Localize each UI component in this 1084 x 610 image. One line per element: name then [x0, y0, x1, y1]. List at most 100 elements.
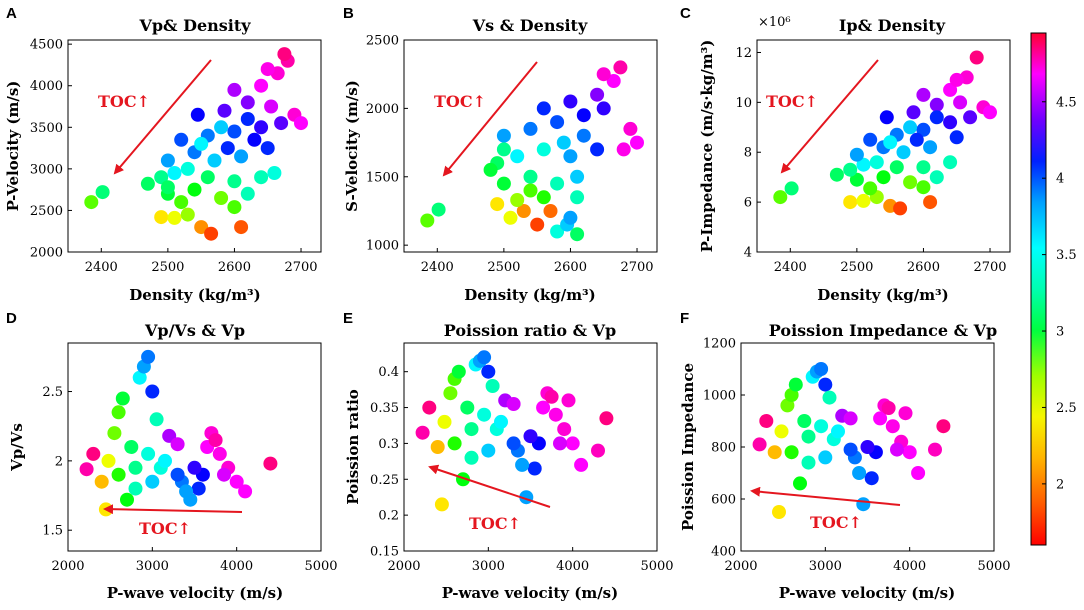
x-tick-label: 2500 — [487, 260, 520, 275]
scatter-point — [856, 497, 871, 512]
scatter-point — [214, 191, 229, 205]
scatter-point — [599, 411, 614, 426]
scatter-point — [889, 160, 904, 175]
panel-f-toc-label: TOC↑ — [810, 513, 862, 532]
panel-f-ylabel: Poission Impedance — [679, 363, 697, 531]
y-tick-label: 6 — [744, 196, 752, 211]
scatter-point — [227, 82, 242, 97]
scatter-point — [896, 145, 911, 160]
scatter-point — [496, 176, 511, 191]
scatter-point — [294, 116, 308, 131]
scatter-point — [949, 130, 964, 145]
scatter-point — [523, 169, 538, 184]
scatter-point — [606, 74, 621, 88]
y-tick-label: 2.5 — [42, 385, 63, 400]
scatter-point — [576, 108, 591, 123]
y-tick-label: 3000 — [30, 162, 63, 177]
y-tick-label: 1200 — [703, 337, 736, 352]
scatter-point — [481, 364, 496, 379]
panel-e-title: Poission ratio & Vp — [444, 321, 616, 340]
scatter-point — [843, 411, 858, 426]
scatter-point — [570, 227, 585, 242]
scatter-point — [506, 436, 521, 451]
scatter-point — [207, 153, 222, 168]
scatter-point — [596, 101, 611, 116]
scatter-point — [217, 467, 231, 482]
scatter-point — [550, 115, 565, 130]
y-tick-label: 0.15 — [370, 545, 399, 560]
panel-c-toc-arrow — [780, 59, 879, 174]
scatter-point — [220, 141, 235, 156]
scatter-point — [431, 202, 446, 217]
y-tick-label: 4000 — [30, 79, 63, 94]
colorbar-tick-label: 3.5 — [1056, 248, 1077, 263]
scatter-point — [856, 193, 871, 208]
scatter-point — [553, 436, 567, 451]
panel-a-ylabel: P-Velocity (m/s) — [4, 81, 22, 212]
panel-f-title: Poission Impedance & Vp — [769, 321, 997, 340]
scatter-point — [154, 210, 169, 225]
scatter-point — [124, 440, 139, 454]
scatter-point — [916, 87, 931, 102]
scatter-point — [212, 446, 227, 461]
x-tick-label: 2000 — [724, 559, 757, 574]
scatter-point — [101, 453, 116, 468]
scatter-point — [561, 393, 576, 408]
y-tick-label: 4 — [744, 246, 752, 261]
scatter-point — [84, 195, 99, 210]
scatter-point — [928, 442, 942, 457]
panel-letter-a: A — [6, 5, 17, 22]
scatter-point — [194, 220, 209, 235]
scatter-point — [191, 481, 206, 496]
scatter-point — [229, 474, 244, 489]
panel-e: E Poission ratio & Vp 2000 3000 4000 5000 0.… — [343, 310, 674, 602]
x-tick-label: 2400 — [85, 260, 118, 275]
panel-a-xlabel: Density (kg/m³) — [129, 286, 260, 304]
scatter-point — [849, 172, 864, 187]
y-tick-label: 0.3 — [378, 437, 399, 452]
scatter-point — [591, 443, 605, 458]
scatter-point — [217, 103, 232, 118]
colorbar-tick-label: 4 — [1056, 172, 1064, 187]
scatter-point — [128, 460, 143, 475]
scatter-point — [969, 50, 984, 65]
scatter-point — [260, 62, 275, 77]
scatter-point — [906, 105, 921, 120]
scatter-point — [860, 440, 875, 454]
scatter-point — [630, 135, 644, 150]
x-tick-label: 2500 — [151, 260, 184, 275]
scatter-point — [556, 135, 571, 150]
scatter-point — [154, 170, 169, 185]
x-tick-label: 2400 — [774, 260, 807, 275]
scatter-point — [893, 201, 908, 216]
scatter-point — [158, 453, 172, 468]
scatter-point — [160, 180, 175, 195]
scatter-point — [170, 467, 185, 482]
scatter-point — [576, 128, 591, 143]
scatter-point — [774, 424, 789, 439]
x-tick-label: 2700 — [620, 260, 653, 275]
scatter-point — [814, 362, 829, 376]
scatter-point — [94, 474, 109, 489]
scatter-point — [557, 422, 572, 437]
scatter-point — [943, 115, 958, 130]
x-tick-label: 4000 — [556, 559, 589, 574]
scatter-point — [145, 384, 160, 399]
scatter-point — [167, 210, 182, 225]
scatter-point — [596, 67, 611, 82]
scatter-point — [227, 174, 242, 189]
scatter-point — [909, 132, 924, 147]
scatter-point — [481, 443, 496, 458]
scatter-point — [240, 112, 255, 126]
scatter-point — [115, 391, 130, 406]
y-tick-label: 12 — [735, 46, 752, 61]
scatter-point — [434, 497, 449, 512]
scatter-point — [180, 207, 195, 222]
scatter-point — [107, 426, 122, 441]
scatter-point — [881, 401, 896, 415]
scatter-point — [254, 170, 269, 185]
scatter-point — [916, 122, 931, 137]
scatter-point — [963, 110, 978, 125]
scatter-point — [831, 424, 845, 439]
y-tick-label: 8 — [744, 146, 752, 161]
